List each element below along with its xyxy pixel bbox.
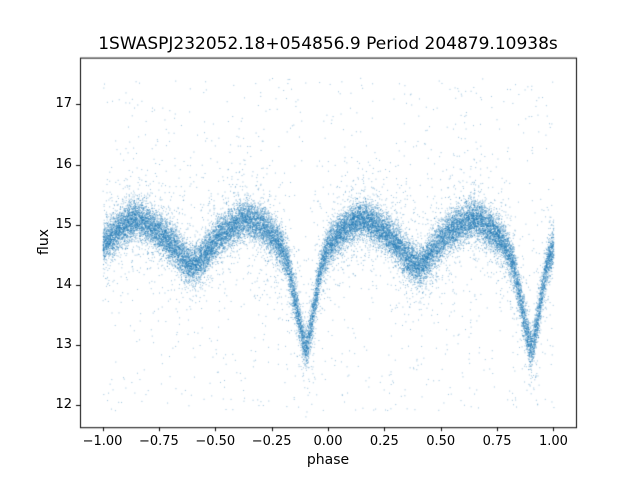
y-tick-label: 12 [55, 396, 72, 412]
x-tick-label: 0.00 [313, 434, 343, 450]
y-axis-label: flux [36, 229, 52, 255]
y-tick-label: 16 [55, 156, 72, 172]
y-tick-label: 15 [55, 216, 72, 232]
x-tick-label: −0.25 [251, 434, 292, 450]
x-axis-label: phase [306, 452, 350, 468]
x-tick-label: 0.50 [426, 434, 456, 450]
y-tick-label: 13 [55, 336, 72, 352]
chart-title: 1SWASPJ232052.18+054856.9 Period 204879.… [98, 34, 558, 54]
x-tick-label: 0.25 [369, 434, 399, 450]
x-tick-label: 1.00 [538, 434, 568, 450]
y-tick-label: 14 [55, 276, 72, 292]
x-tick-label: −0.75 [138, 434, 179, 450]
x-tick-label: −0.50 [195, 434, 236, 450]
y-tick-label: 17 [55, 96, 72, 112]
x-tick-label: 0.75 [482, 434, 512, 450]
x-tick-label: −1.00 [82, 434, 123, 450]
